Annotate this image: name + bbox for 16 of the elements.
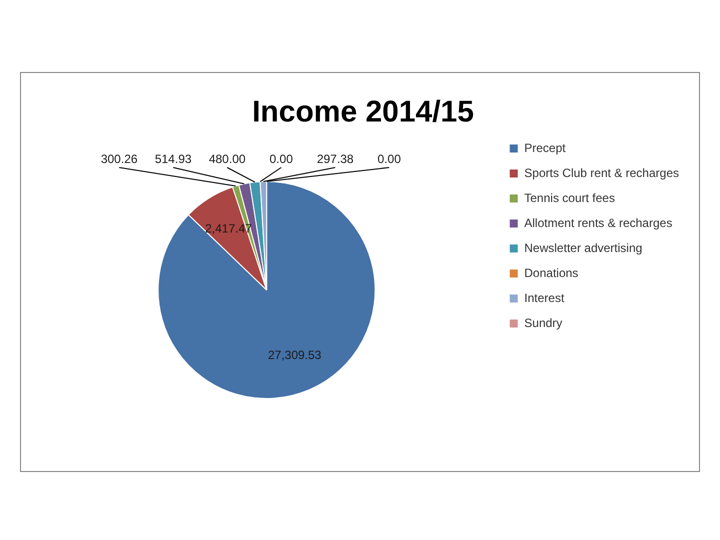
- legend-label: Sports Club rent & recharges: [524, 166, 680, 180]
- data-label: 27,309.53: [268, 348, 322, 362]
- legend-label: Donations: [524, 266, 578, 280]
- data-label: 514.93: [154, 152, 192, 166]
- legend-label: Precept: [524, 140, 566, 155]
- legend-label: Newsletter advertising: [524, 240, 642, 255]
- legend-label: Tennis court fees: [524, 190, 615, 205]
- legend-label: Sundry: [524, 316, 562, 330]
- data-label: 297.38: [316, 152, 354, 166]
- chart-title: Income 2014/15: [252, 95, 474, 128]
- data-label: 480.00: [208, 152, 246, 166]
- legend-label: Interest: [524, 290, 565, 305]
- text: 0.00: [378, 152, 401, 166]
- legend-label: Allotment rents & recharges: [524, 216, 672, 230]
- data-label: 300.26: [100, 152, 138, 166]
- text: 0.00: [270, 152, 293, 166]
